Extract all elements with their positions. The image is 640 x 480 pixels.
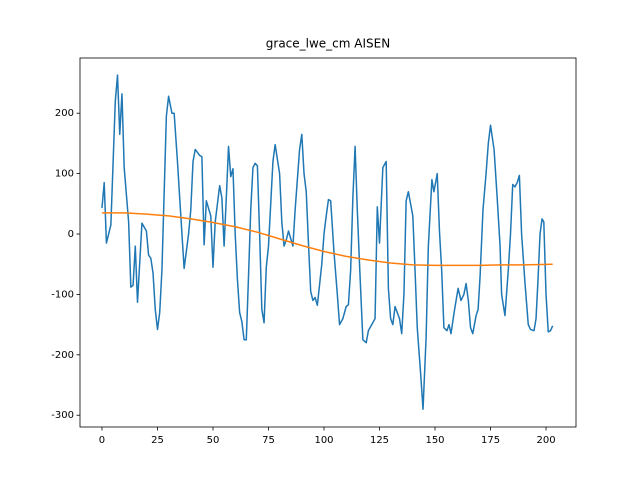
x-tick-label: 100 bbox=[314, 435, 333, 446]
y-tick-label: -300 bbox=[51, 410, 74, 421]
x-tick-label: 200 bbox=[536, 435, 555, 446]
y-tick-label: 0 bbox=[68, 229, 74, 240]
y-tick-label: -200 bbox=[51, 350, 74, 361]
y-tick-label: 200 bbox=[55, 108, 74, 119]
x-tick-label: 175 bbox=[481, 435, 500, 446]
line-series bbox=[101, 74, 554, 410]
x-tick-label: 150 bbox=[425, 435, 444, 446]
x-tick-label: 75 bbox=[262, 435, 275, 446]
y-tick-label: 100 bbox=[55, 169, 74, 180]
x-tick-label: 125 bbox=[370, 435, 389, 446]
x-tick-label: 0 bbox=[99, 435, 105, 446]
line-series bbox=[101, 212, 553, 267]
y-tick-label: -100 bbox=[51, 289, 74, 300]
plot-frame bbox=[79, 57, 577, 428]
x-tick-label: 50 bbox=[207, 435, 220, 446]
chart-title: grace_lwe_cm AISEN bbox=[266, 37, 390, 51]
x-tick-label: 25 bbox=[151, 435, 164, 446]
